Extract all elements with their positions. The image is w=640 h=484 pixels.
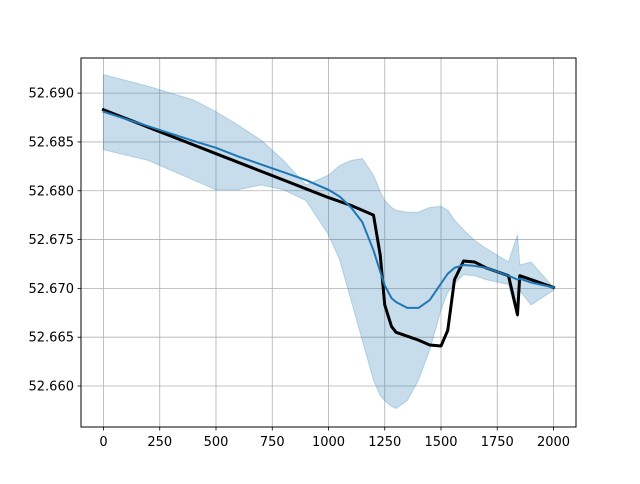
y-tick-label: 52.690 xyxy=(29,87,75,102)
x-tick-label: 1500 xyxy=(424,435,457,450)
y-tick-label: 52.685 xyxy=(29,135,75,150)
y-tick-label: 52.665 xyxy=(29,331,75,346)
x-tick-label: 750 xyxy=(260,435,285,450)
y-tick-label: 52.670 xyxy=(29,282,75,297)
y-tick-label: 52.680 xyxy=(29,184,75,199)
x-tick-label: 1250 xyxy=(368,435,401,450)
y-tick-label: 52.660 xyxy=(29,380,75,395)
plot-marks xyxy=(101,73,556,410)
confidence-band xyxy=(103,73,554,410)
x-tick-label: 1000 xyxy=(312,435,345,450)
y-tick-label: 52.675 xyxy=(29,233,75,248)
x-tick-label: 250 xyxy=(147,435,172,450)
x-tick-label: 2000 xyxy=(537,435,570,450)
x-tick-label: 500 xyxy=(204,435,229,450)
ticks: 0 250 500 750 1000 1250 1500 1750 2000 52.660 52.6… xyxy=(29,87,571,450)
x-tick-label: 0 xyxy=(99,435,107,450)
x-tick-label: 1750 xyxy=(481,435,514,450)
line xyxy=(102,110,555,309)
